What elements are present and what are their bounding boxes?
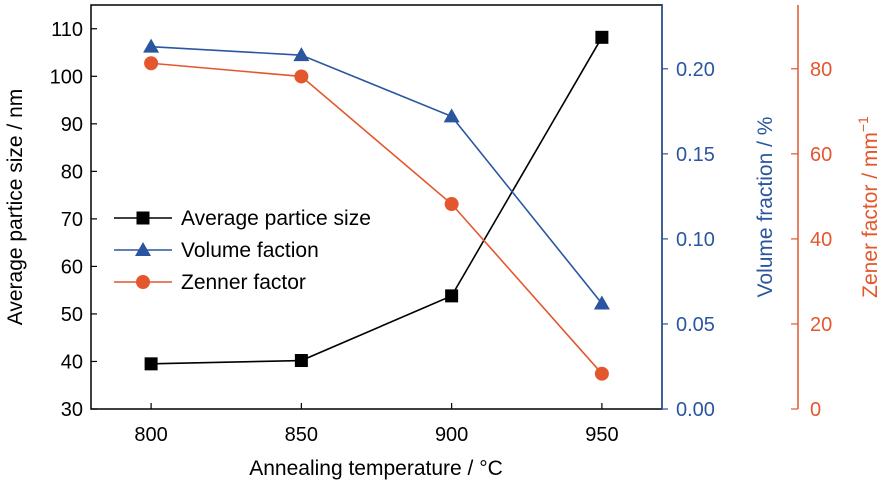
series-line-square <box>151 36 603 365</box>
left-tick-label: 110 <box>51 19 83 41</box>
data-point-triangle <box>143 38 160 53</box>
series-line-triangle <box>151 45 603 305</box>
right2-tick-label: 80 <box>810 59 832 81</box>
right1-tick-label: 0.10 <box>676 229 715 251</box>
right1-tick-label: 0.15 <box>676 144 715 166</box>
legend-label: Average partice size <box>181 207 371 230</box>
data-point-circle <box>294 69 309 84</box>
data-point-square <box>294 354 308 368</box>
right2-tick-label: 60 <box>810 144 832 166</box>
right2-axis-title-main: Zener factor / mm <box>859 132 882 298</box>
x-tick-label: 950 <box>585 424 618 446</box>
left-tick-label: 50 <box>61 304 83 326</box>
data-point-square <box>445 289 459 303</box>
series-line-circle <box>151 62 603 375</box>
left-tick-label: 60 <box>61 256 83 278</box>
right2-axis-title-exp: −1 <box>855 116 871 132</box>
left-tick-label: 80 <box>61 161 83 183</box>
data-point-circle <box>594 366 609 381</box>
legend-marker-square <box>136 211 150 225</box>
data-point-square <box>144 357 158 371</box>
left-tick-label: 40 <box>61 351 83 373</box>
right1-tick-label: 0.00 <box>676 399 715 421</box>
legend-marker-triangle <box>135 242 151 256</box>
right2-tick-label: 0 <box>810 399 821 421</box>
data-point-triangle <box>293 47 310 62</box>
left-tick-label: 70 <box>61 209 83 231</box>
right1-axis-title: Volume fraction / % <box>754 117 777 298</box>
data-point-triangle <box>593 295 610 310</box>
right1-tick-label: 0.20 <box>676 59 715 81</box>
x-axis-title: Annealing temperature / °C <box>249 457 503 480</box>
x-tick-label: 900 <box>435 424 468 446</box>
left-tick-label: 30 <box>61 399 83 421</box>
left-axis-title: Average partice size / nm <box>4 89 27 326</box>
data-point-circle <box>144 56 159 71</box>
legend-label: Volume faction <box>181 239 319 262</box>
x-tick-label: 850 <box>285 424 318 446</box>
right2-tick-label: 40 <box>810 229 832 251</box>
left-tick-label: 90 <box>61 114 83 136</box>
right1-tick-label: 0.05 <box>676 314 715 336</box>
right2-tick-label: 20 <box>810 314 832 336</box>
left-tick-label: 100 <box>50 66 83 88</box>
x-tick-label: 800 <box>134 424 167 446</box>
data-point-triangle <box>443 108 460 123</box>
data-point-circle <box>444 197 459 212</box>
legend-marker-circle <box>136 275 150 289</box>
right2-axis-title: Zener factor / mm−1 <box>855 116 882 298</box>
legend-label: Zenner factor <box>181 271 306 294</box>
data-point-square <box>595 30 609 44</box>
